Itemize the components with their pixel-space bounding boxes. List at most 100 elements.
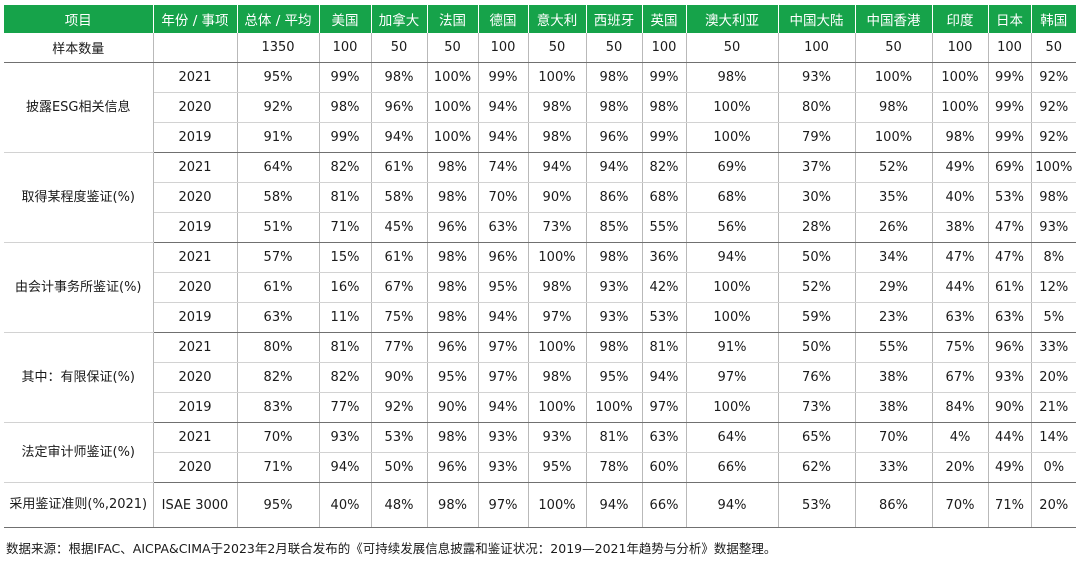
table-cell: 85% (586, 212, 643, 243)
table-cell: 55% (642, 212, 687, 243)
table-cell: 90% (988, 392, 1032, 423)
table-cell: 26% (855, 212, 933, 243)
table-cell: 100% (427, 62, 479, 93)
table-cell: 97% (528, 302, 587, 333)
table-cell: 70% (932, 482, 989, 528)
group-label: 由会计事务所鉴证(%) (4, 242, 154, 333)
table-cell: 93% (528, 422, 587, 453)
table-cell: 70% (855, 422, 933, 453)
table-cell: 69% (988, 152, 1032, 183)
table-cell: 50 (586, 33, 643, 63)
table-cell: 98% (686, 62, 779, 93)
table-cell: 93% (1031, 212, 1076, 243)
table-cell: 73% (778, 392, 856, 423)
year-cell: 2020 (153, 92, 238, 123)
column-header: 印度 (932, 5, 989, 33)
table-cell: 5% (1031, 302, 1076, 333)
table-cell: 58% (237, 182, 320, 213)
table-cell: 98% (932, 122, 989, 153)
table-cell: 93% (478, 422, 529, 453)
table-cell: 100% (932, 62, 989, 93)
table-row: 其中：有限保证(%) 2021 80% 81% 77% 96% 97% 100% 98% 81% 9… (4, 332, 1076, 423)
year-cell: 2020 (153, 272, 238, 303)
table-cell: 98% (586, 242, 643, 273)
table-cell: 38% (855, 392, 933, 423)
table-cell: 20% (932, 452, 989, 483)
table-cell: 91% (237, 122, 320, 153)
table-row: 2019 63% 11% 75% 98% 94% 97% 93% 53% 100% 59% 23% 63… (4, 302, 1076, 333)
table-cell: 98% (586, 92, 643, 123)
table-cell: 98% (586, 332, 643, 363)
table-cell: 94% (478, 302, 529, 333)
table-cell: 50% (778, 332, 856, 363)
table-cell: 97% (478, 332, 529, 363)
year-cell (153, 33, 238, 63)
table-cell: 98% (427, 302, 479, 333)
table-cell: 81% (319, 182, 372, 213)
table-cell: 81% (642, 332, 687, 363)
table-cell: 98% (427, 482, 479, 528)
table-cell: 100% (932, 92, 989, 123)
table-cell: 100% (528, 332, 587, 363)
table-cell: 50 (427, 33, 479, 63)
table-cell: 61% (371, 242, 428, 273)
table-cell: 53% (642, 302, 687, 333)
table-cell: 55% (855, 332, 933, 363)
table-cell: 76% (778, 362, 856, 393)
table-cell: 98% (642, 92, 687, 123)
table-cell: 61% (988, 272, 1032, 303)
source-note: 数据来源：根据IFAC、AICPA&CIMA于2023年2月联合发布的《可持续发… (6, 541, 777, 556)
table-row: 由会计事务所鉴证(%) 2021 57% 15% 61% 98% 96% 100% 98% 36%… (4, 242, 1076, 333)
column-header: 项目 (4, 5, 154, 33)
column-header: 日本 (988, 5, 1032, 33)
table-cell: 98% (528, 362, 587, 393)
row-label: 样本数量 (4, 33, 154, 63)
column-header: 韩国 (1031, 5, 1076, 33)
year-cell: 2021 (153, 62, 238, 93)
table-cell: 98% (319, 92, 372, 123)
table-cell: 57% (237, 242, 320, 273)
table-cell: 93% (988, 362, 1032, 393)
table-cell: 61% (237, 272, 320, 303)
column-header: 德国 (478, 5, 529, 33)
table-cell: 53% (371, 422, 428, 453)
year-cell: ISAE 3000 (153, 482, 238, 528)
table-cell: 94% (642, 362, 687, 393)
table-cell: 67% (371, 272, 428, 303)
table-cell: 100% (686, 302, 779, 333)
table-cell: 61% (371, 152, 428, 183)
table-row: 采用鉴证准则(%,2021) ISAE 3000 95% 40% 48% 98% 97% 10… (4, 482, 1076, 528)
table-cell: 66% (686, 452, 779, 483)
table-cell: 59% (778, 302, 856, 333)
table-cell: 86% (586, 182, 643, 213)
table-cell: 80% (237, 332, 320, 363)
table-cell: 100 (778, 33, 856, 63)
header-row: 项目 年份 / 事项 总体 / 平均 美国 加拿大 法国 德国 意大利 西班牙 英国 澳大利亚 中国大… (4, 5, 1076, 33)
table-cell: 98% (427, 242, 479, 273)
table-cell: 99% (642, 62, 687, 93)
table-cell: 98% (371, 62, 428, 93)
table-cell: 98% (586, 62, 643, 93)
table-cell: 77% (371, 332, 428, 363)
column-header: 意大利 (528, 5, 587, 33)
table-cell: 47% (988, 242, 1032, 273)
table-cell: 34% (855, 242, 933, 273)
table-cell: 68% (686, 182, 779, 213)
table-cell: 98% (528, 122, 587, 153)
table-cell: 56% (686, 212, 779, 243)
year-cell: 2020 (153, 362, 238, 393)
table-cell: 68% (642, 182, 687, 213)
table-cell: 95% (478, 272, 529, 303)
table-cell: 70% (478, 182, 529, 213)
table-cell: 97% (478, 482, 529, 528)
table-row: 2019 51% 71% 45% 96% 63% 73% 85% 55% 56% 28% 26% 38%… (4, 212, 1076, 243)
table-cell: 38% (932, 212, 989, 243)
year-cell: 2019 (153, 392, 238, 423)
table-cell: 94% (686, 242, 779, 273)
table-cell: 44% (932, 272, 989, 303)
table-cell: 8% (1031, 242, 1076, 273)
table-cell: 100 (932, 33, 989, 63)
table-cell: 75% (371, 302, 428, 333)
table-cell: 93% (586, 272, 643, 303)
table-cell: 58% (371, 182, 428, 213)
